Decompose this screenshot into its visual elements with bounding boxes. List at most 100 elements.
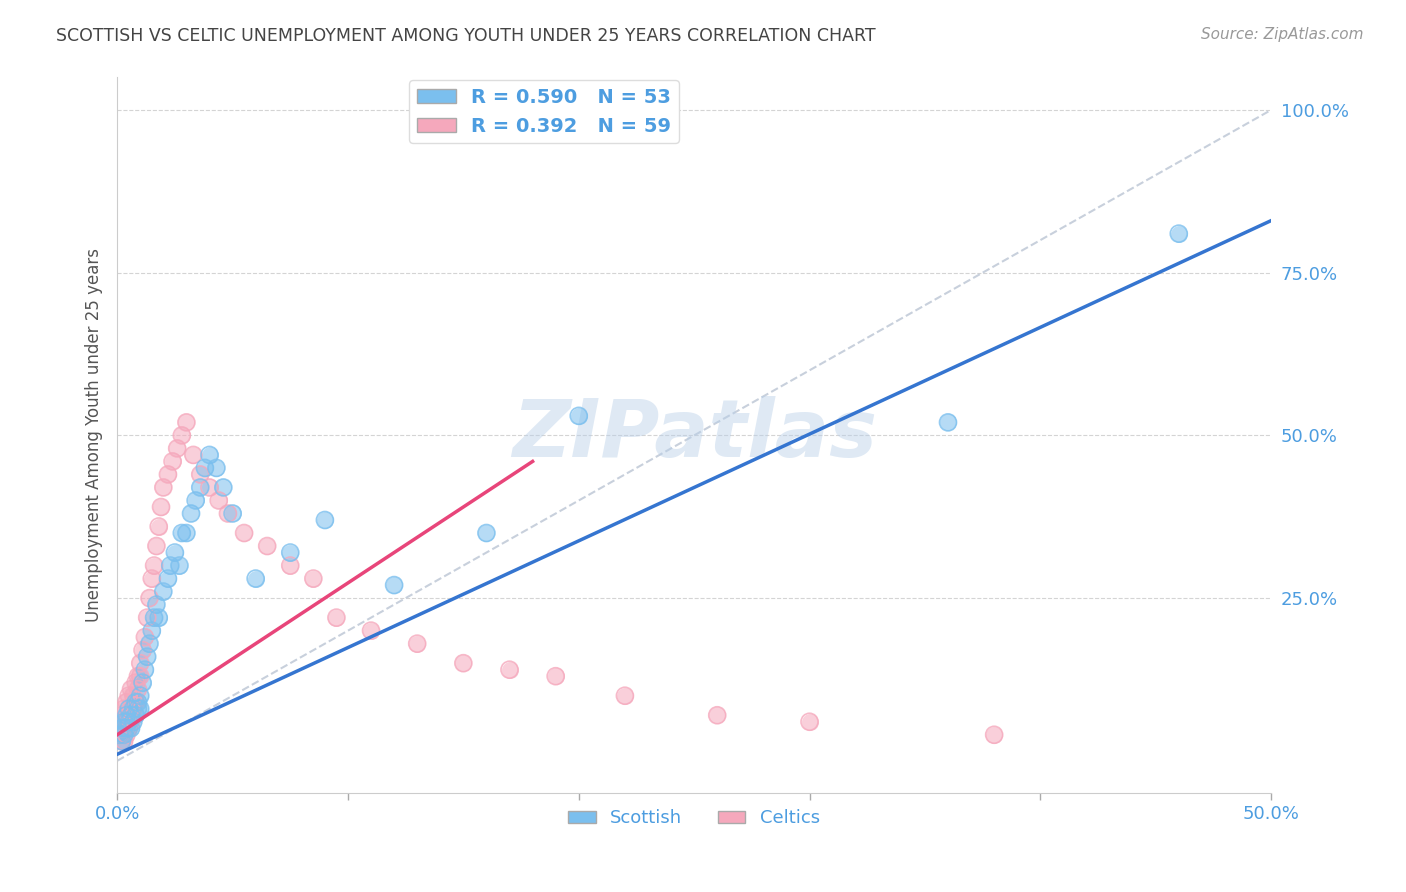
Point — [131, 675, 153, 690]
Point — [360, 624, 382, 638]
Point — [118, 689, 141, 703]
Point — [120, 714, 142, 729]
Point — [120, 721, 142, 735]
Point — [302, 572, 325, 586]
Point — [799, 714, 821, 729]
Point — [143, 610, 166, 624]
Point — [148, 519, 170, 533]
Point — [134, 663, 156, 677]
Point — [198, 480, 221, 494]
Point — [122, 702, 145, 716]
Point — [136, 610, 159, 624]
Point — [118, 721, 141, 735]
Point — [302, 572, 325, 586]
Point — [498, 663, 520, 677]
Point — [131, 643, 153, 657]
Point — [148, 519, 170, 533]
Point — [278, 558, 301, 573]
Point — [170, 526, 193, 541]
Point — [129, 702, 152, 716]
Point — [184, 493, 207, 508]
Point — [568, 409, 591, 423]
Point — [138, 591, 160, 606]
Point — [118, 721, 141, 735]
Point — [613, 689, 636, 703]
Point — [936, 416, 959, 430]
Point — [176, 416, 198, 430]
Point — [122, 702, 145, 716]
Point — [188, 467, 211, 482]
Point — [176, 526, 198, 541]
Point — [143, 610, 166, 624]
Point — [198, 448, 221, 462]
Point — [118, 702, 141, 716]
Point — [245, 572, 267, 586]
Point — [131, 675, 153, 690]
Point — [111, 721, 134, 735]
Point — [314, 513, 336, 527]
Point — [145, 539, 167, 553]
Point — [152, 584, 174, 599]
Point — [120, 708, 142, 723]
Point — [127, 695, 149, 709]
Point — [138, 591, 160, 606]
Point — [112, 714, 135, 729]
Point — [325, 610, 347, 624]
Point — [143, 558, 166, 573]
Point — [115, 714, 138, 729]
Point — [138, 637, 160, 651]
Point — [169, 558, 191, 573]
Point — [169, 558, 191, 573]
Point — [208, 493, 231, 508]
Point — [141, 572, 163, 586]
Point — [115, 708, 138, 723]
Point — [183, 448, 205, 462]
Point — [138, 637, 160, 651]
Point — [136, 610, 159, 624]
Point — [453, 656, 475, 670]
Point — [184, 493, 207, 508]
Point — [120, 702, 142, 716]
Point — [188, 467, 211, 482]
Point — [212, 480, 235, 494]
Point — [120, 714, 142, 729]
Point — [498, 663, 520, 677]
Point — [382, 578, 405, 592]
Point — [194, 461, 217, 475]
Point — [314, 513, 336, 527]
Point — [141, 624, 163, 638]
Point — [122, 714, 145, 729]
Point — [145, 539, 167, 553]
Point — [111, 734, 134, 748]
Point — [115, 714, 138, 729]
Point — [120, 708, 142, 723]
Point — [360, 624, 382, 638]
Point — [136, 649, 159, 664]
Point — [983, 728, 1005, 742]
Point — [152, 480, 174, 494]
Point — [124, 695, 146, 709]
Point — [706, 708, 728, 723]
Point — [217, 507, 239, 521]
Point — [453, 656, 475, 670]
Point — [170, 428, 193, 442]
Point — [936, 416, 959, 430]
Point — [129, 702, 152, 716]
Point — [124, 695, 146, 709]
Point — [221, 507, 243, 521]
Point — [115, 728, 138, 742]
Point — [194, 461, 217, 475]
Point — [205, 461, 228, 475]
Point — [118, 714, 141, 729]
Point — [217, 507, 239, 521]
Point — [112, 734, 135, 748]
Point — [112, 721, 135, 735]
Point — [544, 669, 567, 683]
Point — [150, 500, 173, 514]
Point — [108, 714, 131, 729]
Point — [112, 728, 135, 742]
Point — [188, 480, 211, 494]
Point — [136, 649, 159, 664]
Point — [122, 689, 145, 703]
Point — [156, 572, 179, 586]
